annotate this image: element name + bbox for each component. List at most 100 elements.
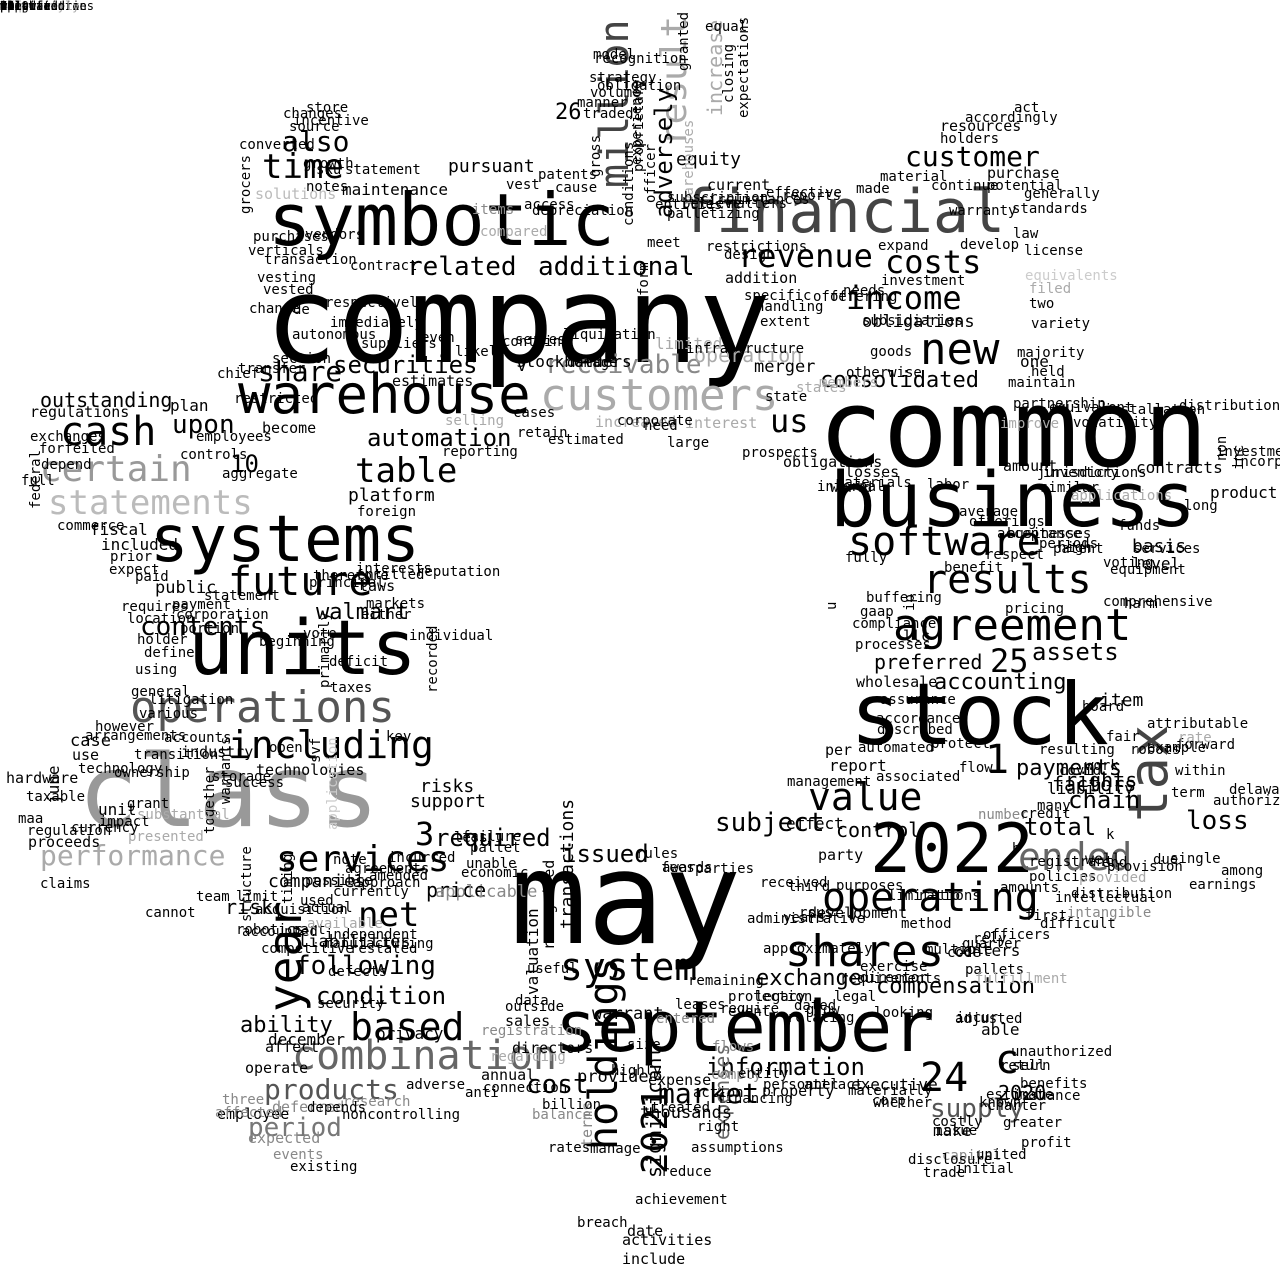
word: either [361,607,412,623]
word: market [658,1077,760,1110]
word: 4 [0,0,8,13]
word: 8 [0,0,8,13]
word: however [95,719,155,735]
word: maintenance [342,180,448,199]
word: 14 [0,0,15,13]
word: portion [180,621,240,637]
word: intellectual [1055,890,1157,906]
word: improve [1000,416,1060,432]
word: 7 [0,0,8,13]
word: increased [595,413,677,431]
word: earnings [1189,877,1257,893]
word: competitors [0,0,80,13]
word: officers [983,927,1051,943]
word: grocers [238,154,254,214]
word: registrant [1029,854,1114,870]
word: key [386,729,412,745]
word: approach [353,875,421,891]
word: fulfillment [975,971,1068,987]
word: liquidity [0,0,66,13]
word: 2 [0,0,8,13]
word: used [300,893,334,909]
word: rate [1178,730,1212,746]
word: whether [873,1095,933,1111]
word: infrastructure [686,341,805,357]
word: risk [225,895,274,919]
word: 10 [230,450,259,478]
word: 25 [990,642,1029,680]
word: services [1133,541,1201,557]
word: employees [196,429,272,445]
word: installation [1104,402,1206,418]
word: less [454,830,488,846]
word: svf [308,737,324,763]
word: controls [180,447,248,463]
word: chief [217,366,260,382]
word: assets [1032,638,1119,666]
word: entities [655,197,723,213]
word: equipment [1110,562,1186,578]
word: holder [137,632,188,648]
word: party [818,846,864,864]
word: code [947,945,981,961]
word: plan [170,396,209,415]
word: rights [1065,768,1138,792]
word: number [978,807,1029,823]
word: subsidiaries [862,313,964,329]
word: autonomous [292,327,377,343]
word: 2022 [870,810,1034,889]
word: among [1221,863,1264,879]
word: ability [240,1013,333,1038]
word: goods [870,344,913,360]
word: regulations [30,403,130,421]
word: intangible [1067,905,1152,921]
word: attract [804,1077,864,1093]
word: 1 [985,737,1010,783]
word: value [808,775,923,819]
word: level [1132,554,1181,573]
word: standard [0,0,58,13]
word: service [0,0,51,13]
word: presented [128,829,204,845]
word: defined [144,645,204,661]
word: limitations [888,888,981,904]
word: vap [0,0,22,13]
word: palletizing [667,206,760,222]
word: relating [787,1010,855,1026]
word: 6 [0,0,8,13]
word: income [846,279,962,317]
word: issue [935,1123,978,1139]
word: limit [236,889,279,905]
word: entity [738,1066,789,1082]
word: development [808,904,908,922]
word: applicable [435,882,538,902]
word: business [830,455,1197,544]
word: closing [721,43,737,103]
word: amended [369,868,429,884]
word: arrangements [85,728,187,744]
word: share [258,355,343,388]
word: third [788,879,831,895]
word: billion [542,1097,602,1113]
word: economic [461,865,529,881]
word: liabilities [298,932,411,952]
word: attributable [1147,716,1249,732]
word: looking [874,1005,934,1021]
word: circumstances [700,192,810,208]
word: regarding [490,1049,566,1065]
word: even [421,330,455,346]
word: partners [0,0,58,13]
word: use [72,746,100,764]
word: assurance [880,692,956,708]
word: material [880,169,948,185]
word: able [981,1020,1020,1039]
word: made [856,181,890,197]
word: right [697,1119,740,1135]
word: recognition [594,51,687,67]
word: members [819,375,879,391]
word: 26 [555,100,582,125]
word: markets [366,596,426,612]
word: protection [728,989,813,1005]
word: agreement [893,600,1132,651]
word: accordance [876,711,961,727]
